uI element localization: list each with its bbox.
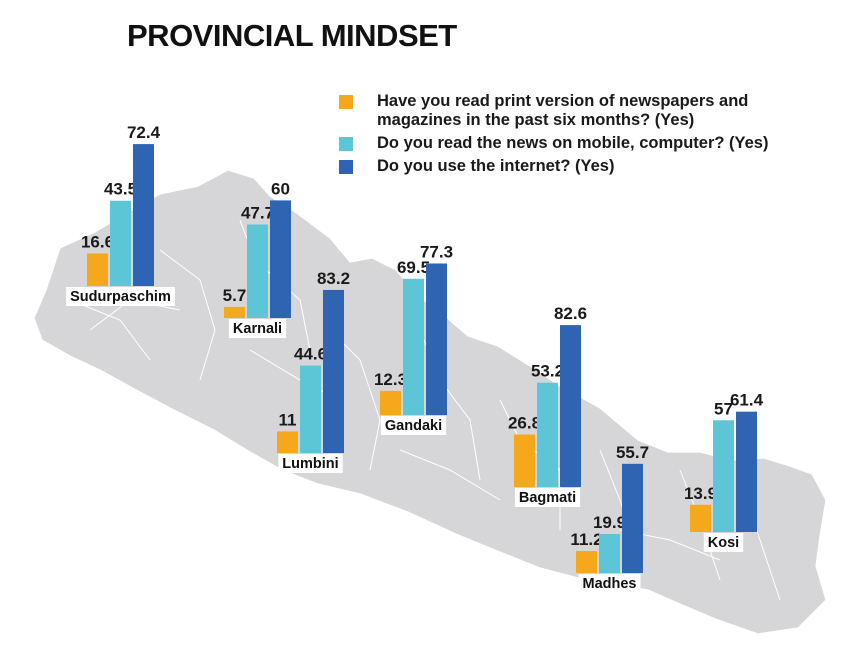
bar-karnali-series-2 <box>247 224 268 318</box>
legend-swatch-online-news <box>339 137 353 151</box>
bar-kosi-series-3 <box>736 411 757 532</box>
value-label-bagmati-series-2: 53.2 <box>531 362 564 381</box>
value-label-lumbini-series-2: 44.6 <box>294 345 327 364</box>
bar-karnali-series-1 <box>224 306 245 318</box>
province-label-kosi: Kosi <box>708 535 739 551</box>
bar-bagmati-series-2 <box>537 382 558 487</box>
value-label-sudurpaschim-series-2: 43.5 <box>104 180 137 199</box>
bar-bagmati-series-3 <box>560 325 581 487</box>
legend: Have you read print version of newspaper… <box>337 92 837 180</box>
legend-item-internet: Do you use the internet? (Yes) <box>337 157 837 176</box>
bar-gandaki-series-1 <box>380 390 401 415</box>
province-label-lumbini: Lumbini <box>282 456 338 472</box>
province-label-madhes: Madhes <box>583 576 637 592</box>
legend-swatch-internet <box>339 160 353 174</box>
value-label-gandaki-series-3: 77.3 <box>420 242 453 261</box>
province-label-box-sudurpaschim <box>66 287 175 306</box>
value-label-gandaki-series-2: 69.5 <box>397 258 430 277</box>
value-label-gandaki-series-1: 12.3 <box>374 370 407 389</box>
bar-kosi-series-1 <box>690 504 711 532</box>
value-label-sudurpaschim-series-3: 72.4 <box>127 123 161 142</box>
province-label-box-lumbini <box>278 454 343 473</box>
bar-sudurpaschim-series-2 <box>110 200 131 286</box>
value-label-madhes-series-2: 19.9 <box>593 513 626 532</box>
value-label-lumbini-series-3: 83.2 <box>317 269 350 288</box>
legend-label-online-news: Do you read the news on mobile, computer… <box>377 134 769 152</box>
value-label-madhes-series-1: 11.2 <box>570 530 602 549</box>
province-label-bagmati: Bagmati <box>519 490 576 506</box>
bar-gandaki-series-2 <box>403 278 424 415</box>
province-label-box-madhes <box>578 574 641 593</box>
value-label-karnali-series-2: 47.7 <box>241 204 274 223</box>
legend-label-internet: Do you use the internet? (Yes) <box>377 157 615 175</box>
value-label-sudurpaschim-series-1: 16.6 <box>81 232 114 251</box>
value-label-bagmati-series-1: 26.8 <box>508 413 541 432</box>
bar-kosi-series-2 <box>713 420 734 532</box>
bar-madhes-series-2 <box>599 533 620 573</box>
chart-title: PROVINCIAL MINDSET <box>127 18 457 53</box>
legend-swatch-print <box>339 95 353 109</box>
legend-item-print: Have you read print version of newspaper… <box>337 92 837 130</box>
value-label-kosi-series-3: 61.4 <box>730 391 764 410</box>
value-label-bagmati-series-3: 82.6 <box>554 304 587 323</box>
value-label-kosi-series-1: 13.9 <box>684 484 717 503</box>
bar-groups: 16.6 43.5 72.4 Sudurpaschim 5.7 47.7 60 Karnali… <box>66 123 764 593</box>
province-label-box-karnali <box>228 319 287 338</box>
value-label-kosi-series-2: 57 <box>714 399 733 418</box>
bar-karnali-series-3 <box>270 200 291 318</box>
bar-madhes-series-3 <box>622 463 643 573</box>
bar-lumbini-series-2 <box>300 365 321 453</box>
bar-lumbini-series-1 <box>277 431 298 453</box>
bar-lumbini-series-3 <box>323 289 344 453</box>
bar-sudurpaschim-series-3 <box>133 144 154 286</box>
bar-sudurpaschim-series-1 <box>87 253 108 286</box>
value-label-karnali-series-3: 60 <box>271 179 290 198</box>
value-label-karnali-series-1: 5.7 <box>223 286 247 305</box>
province-label-gandaki: Gandaki <box>385 418 442 434</box>
bar-gandaki-series-3 <box>426 263 447 415</box>
legend-label-print: Have you read print version of newspaper… <box>377 92 749 129</box>
value-label-lumbini-series-1: 11 <box>279 410 297 429</box>
province-label-box-gandaki <box>380 416 447 435</box>
value-label-madhes-series-3: 55.7 <box>616 443 649 462</box>
province-label-box-bagmati <box>514 488 581 507</box>
province-label-karnali: Karnali <box>233 321 282 337</box>
province-label-sudurpaschim: Sudurpaschim <box>70 289 171 305</box>
province-label-box-kosi <box>703 533 744 552</box>
bar-madhes-series-1 <box>576 551 597 573</box>
bar-bagmati-series-1 <box>514 434 535 487</box>
legend-item-online-news: Do you read the news on mobile, computer… <box>337 134 837 153</box>
